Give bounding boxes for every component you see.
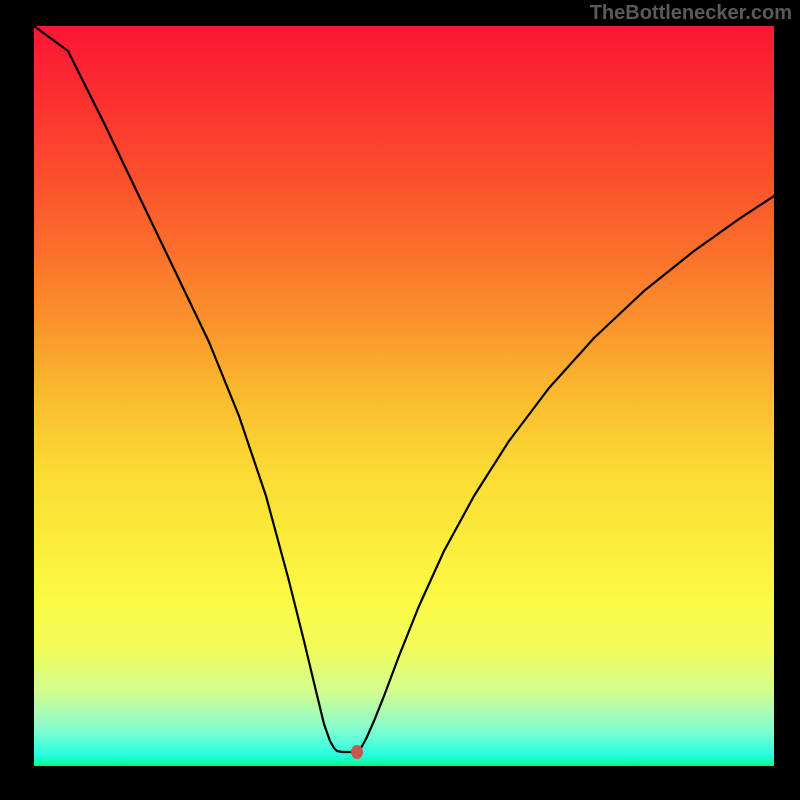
bottleneck-curve [34, 26, 774, 766]
watermark-text: TheBottlenecker.com [590, 2, 792, 25]
plot-area [34, 26, 774, 766]
optimal-marker [351, 745, 363, 759]
curve-path [34, 26, 774, 752]
